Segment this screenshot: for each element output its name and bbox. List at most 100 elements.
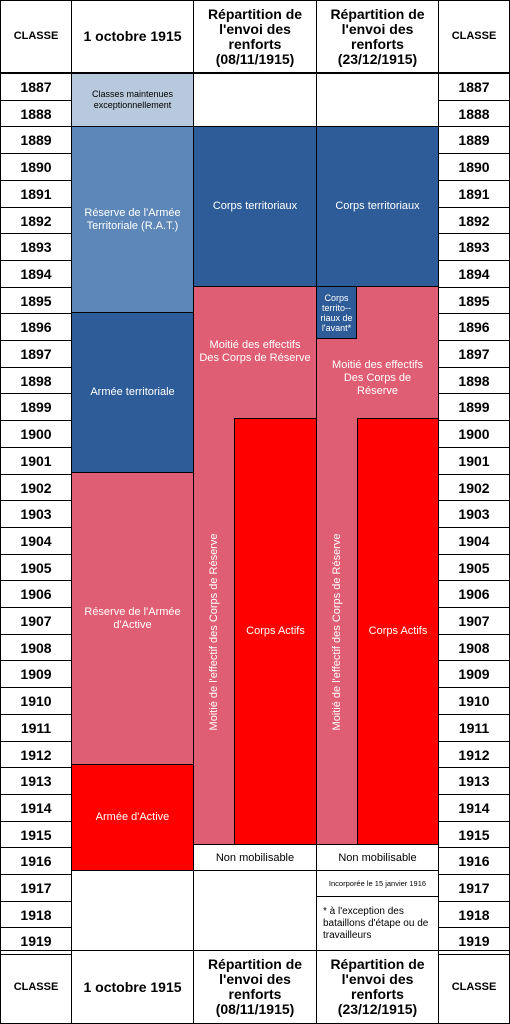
footer-classe-right-label: CLASSE xyxy=(451,980,497,993)
col3-vertical-area: Moitié de l'effectif des Corps de Réserv… xyxy=(316,418,357,845)
year-right-cell: 1905 xyxy=(438,554,510,581)
header-repartition-2: Répartition de l'envoi des renforts (23/… xyxy=(316,0,439,73)
col2-moitie-effectif-vertical-label: Moitié de l'effectif des Corps de Réserv… xyxy=(207,533,220,730)
year-left-cell: 1888 xyxy=(0,100,72,127)
year-left-cell: 1887 xyxy=(0,73,72,101)
col3-corps-actifs-label: Corps Actifs xyxy=(368,625,428,637)
year-left-cell: 1902 xyxy=(0,474,72,501)
header-classe-right: CLASSE xyxy=(438,0,510,73)
year-left-cell: 1907 xyxy=(0,607,72,635)
year-right-cell: 1887 xyxy=(438,73,510,101)
year-right-cell: 1908 xyxy=(438,634,510,661)
footer-classe-left-label: CLASSE xyxy=(13,980,59,993)
header-classe-right-label: CLASSE xyxy=(451,30,497,42)
year-right-cell: 1913 xyxy=(438,767,510,795)
year-right-cell: 1899 xyxy=(438,393,510,421)
year-right-cell: 1888 xyxy=(438,100,510,127)
col2-corps-territoriaux-label: Corps territoriaux xyxy=(212,200,298,212)
year-left-cell: 1898 xyxy=(0,367,72,394)
year-right-cell: 1904 xyxy=(438,527,510,555)
col3-corps-territoriaux-label: Corps territoriaux xyxy=(335,200,420,212)
col3-non-mobilisable-label: Non mobilisable xyxy=(338,851,417,864)
year-left-cell: 1919 xyxy=(0,927,72,955)
year-right-cell: 1895 xyxy=(438,287,510,314)
footer-classe-left: CLASSE xyxy=(0,950,72,1024)
col1-empty-block xyxy=(71,870,194,951)
armee-active-label: Armée d'Active xyxy=(95,811,170,823)
armee-territoriale-label: Armée territoriale xyxy=(90,386,175,398)
year-right-cell: 1916 xyxy=(438,847,510,875)
col2-non-mobilisable: Non mobilisable xyxy=(193,844,317,871)
year-left-cell: 1895 xyxy=(0,287,72,314)
col3-empty-top xyxy=(316,73,439,127)
year-left-cell: 1901 xyxy=(0,447,72,475)
year-right-cell: 1911 xyxy=(438,714,510,742)
footer-repartition-2: Répartition de l'envoi des renforts (23/… xyxy=(316,950,439,1024)
col3-corps-territoriaux-avant-block: Corps territo--riaux de l'avant* xyxy=(316,286,357,339)
col3-corps-territoriaux-avant-label: Corps territo--riaux de l'avant* xyxy=(320,292,353,333)
header-repartition-1: Répartition de l'envoi des renforts (08/… xyxy=(193,0,317,73)
year-left-cell: 1913 xyxy=(0,767,72,795)
year-right-cell: 1910 xyxy=(438,687,510,715)
year-right-cell: 1917 xyxy=(438,874,510,902)
year-right-cell: 1902 xyxy=(438,474,510,501)
year-left-cell: 1909 xyxy=(0,660,72,688)
year-left-cell: 1916 xyxy=(0,847,72,875)
header-classe-left: CLASSE xyxy=(0,0,72,73)
classes-maintenues-block: Classes maintenues exceptionnellement xyxy=(71,73,194,127)
col2-empty-bottom xyxy=(193,870,317,951)
year-right-cell: 1892 xyxy=(438,207,510,234)
year-left-cell: 1910 xyxy=(0,687,72,715)
col3-moitie-effectifs-label: Moitié des effectifs Des Corps de Réserv… xyxy=(332,358,423,397)
year-right-cell: 1909 xyxy=(438,660,510,688)
year-left-cell: 1914 xyxy=(0,794,72,822)
year-right-cell: 1890 xyxy=(438,153,510,181)
rat-label: Réserve de l'Armée Territoriale (R.A.T.) xyxy=(84,206,181,232)
rat-block: Réserve de l'Armée Territoriale (R.A.T.) xyxy=(71,126,194,313)
col3-moitie-effectif-vertical-label: Moitié de l'effectif des Corps de Réserv… xyxy=(330,533,343,730)
footer-repartition-1: Répartition de l'envoi des renforts (08/… xyxy=(193,950,317,1024)
year-left-cell: 1911 xyxy=(0,714,72,742)
col3-exception-note-label: * à l'exception des bataillons d'étape o… xyxy=(323,905,429,941)
classes-maintenues-label: Classes maintenues exceptionnellement xyxy=(91,89,174,110)
year-right-cell: 1919 xyxy=(438,927,510,955)
year-right-cell: 1896 xyxy=(438,313,510,341)
col2-corps-actifs-block: Corps Actifs xyxy=(234,418,317,845)
year-right-cell: 1893 xyxy=(438,233,510,261)
year-right-cell: 1897 xyxy=(438,340,510,368)
year-left-cell: 1905 xyxy=(0,554,72,581)
year-right-cell: 1912 xyxy=(438,741,510,768)
footer-repartition-2-label: Répartition de l'envoi des renforts (23/… xyxy=(330,956,425,1017)
year-left-cell: 1897 xyxy=(0,340,72,368)
header-date: 1 octobre 1915 xyxy=(71,0,194,73)
col2-corps-territoriaux-block: Corps territoriaux xyxy=(193,126,317,287)
header-repartition-2-label: Répartition de l'envoi des renforts (23/… xyxy=(330,5,425,67)
armee-territoriale-block: Armée territoriale xyxy=(71,312,194,473)
year-left-cell: 1903 xyxy=(0,500,72,528)
year-left-cell: 1906 xyxy=(0,580,72,608)
year-left-cell: 1891 xyxy=(0,180,72,208)
year-right-cell: 1898 xyxy=(438,367,510,394)
header-date-label: 1 octobre 1915 xyxy=(83,28,182,44)
header-classe-left-label: CLASSE xyxy=(13,30,59,42)
year-left-cell: 1915 xyxy=(0,821,72,848)
footer-date: 1 octobre 1915 xyxy=(71,950,194,1024)
col2-non-mobilisable-label: Non mobilisable xyxy=(215,851,295,864)
year-right-cell: 1914 xyxy=(438,794,510,822)
reserve-active-block: Réserve de l'Armée d'Active xyxy=(71,472,194,765)
col2-empty-top xyxy=(193,73,317,127)
year-left-cell: 1908 xyxy=(0,634,72,661)
col3-corps-territoriaux-block: Corps territoriaux xyxy=(316,126,439,287)
year-left-cell: 1893 xyxy=(0,233,72,261)
year-left-cell: 1904 xyxy=(0,527,72,555)
year-left-cell: 1912 xyxy=(0,741,72,768)
year-right-cell: 1903 xyxy=(438,500,510,528)
footer-date-label: 1 octobre 1915 xyxy=(83,978,182,995)
col2-vertical-area: Moitié de l'effectif des Corps de Réserv… xyxy=(193,418,234,845)
year-right-cell: 1894 xyxy=(438,260,510,288)
year-left-cell: 1896 xyxy=(0,313,72,341)
col3-exception-note: * à l'exception des bataillons d'étape o… xyxy=(316,896,439,951)
year-right-cell: 1906 xyxy=(438,580,510,608)
year-left-cell: 1899 xyxy=(0,393,72,421)
col3-incorporee: Incorporée le 15 janvier 1916 xyxy=(316,870,439,897)
